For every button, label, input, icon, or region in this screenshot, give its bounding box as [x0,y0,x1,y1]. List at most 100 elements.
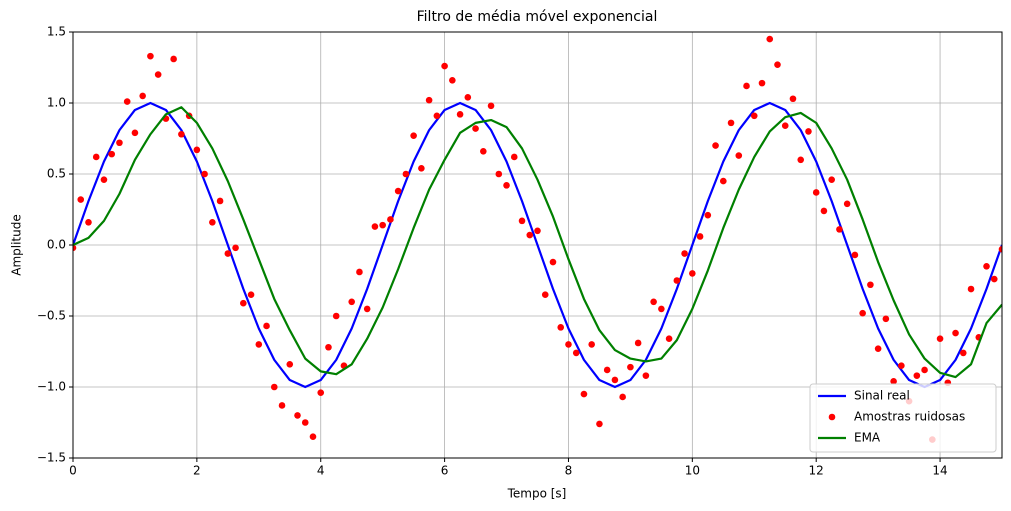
sample-point [294,412,301,419]
sample-point [921,366,928,374]
sample-point [402,170,410,178]
sample-point [278,402,286,409]
sample-point [301,419,309,426]
sample-point [387,216,394,223]
sample-point [859,309,866,317]
sample-point [959,349,967,357]
sample-point [596,420,603,428]
sample-point [495,170,503,178]
sample-point [255,341,263,348]
sample-point [518,217,526,225]
sample-point [611,376,619,384]
sample-point [805,128,812,135]
sample-point [534,227,541,235]
sample-point [890,378,897,385]
sample-point [828,176,835,183]
sample-point [193,146,201,154]
sample-point [967,285,975,293]
sample-point [449,76,456,84]
sample-point [379,221,386,229]
plot-frame [72,31,1003,459]
series-line [73,101,1002,389]
y-tick-label: −0.5 [37,309,66,323]
sample-point [565,341,572,348]
sample-point [441,62,448,70]
sample-point [108,150,116,158]
sample-point [240,299,247,307]
y-tick-label: 0.0 [47,238,66,252]
x-tick-label: 10 [685,464,700,478]
sample-point [73,244,77,252]
sample-point [750,112,758,120]
sample-point [309,433,317,441]
sample-point [673,277,681,284]
sample-point [201,170,208,178]
sample-point [503,182,510,189]
sample-point [557,324,565,331]
sample-point [100,176,108,183]
sample-point [704,211,712,219]
sample-point [836,226,843,233]
sample-point [410,132,417,139]
sample-point [139,92,146,100]
sample-point [332,312,340,320]
sample-point [510,153,518,161]
sample-point [712,142,719,149]
sample-point [154,71,162,78]
y-tick-label: −1.5 [37,451,66,465]
sample-point [820,207,828,215]
sample-point [580,390,588,398]
y-tick-label: 1.5 [47,25,66,39]
sample-point [77,196,85,203]
sample-point [983,263,990,270]
sample-point [371,223,379,230]
sample-point [325,343,332,351]
sample-point [936,335,944,343]
sample-point [689,270,696,277]
y-tick-label: −1.0 [37,380,66,394]
sample-point [92,153,100,161]
sample-point [727,119,735,127]
sample-point [642,372,650,379]
sample-point [619,393,626,401]
sample-point [456,111,464,118]
y-tick-label: 1.0 [47,96,66,110]
sample-point [867,281,874,289]
y-tick-label: 0.5 [47,167,66,181]
sample-point [526,231,534,239]
sample-point [472,125,479,132]
sample-point [147,52,154,60]
sample-point [433,112,441,120]
sample-point [123,98,131,105]
legend-swatch [828,413,836,421]
sample-point [874,345,882,352]
sample-point [735,152,743,159]
sample-point [394,187,402,195]
sample-point [603,366,611,374]
legend-label: Amostras ruidosas [854,410,965,424]
sample-point [898,362,905,370]
sample-point [425,96,433,104]
sample-point [627,363,634,371]
sample-point [286,360,294,368]
sample-point [743,82,750,90]
sample-point [418,165,425,172]
sample-point [952,329,959,337]
sample-point [913,372,921,379]
sample-point [658,305,665,313]
sample-point [480,147,487,155]
x-tick-label: 0 [69,464,77,478]
sample-point [116,139,123,147]
sample-point [572,349,580,357]
x-tick-label: 4 [317,464,325,478]
x-tick-label: 8 [565,464,573,478]
sample-point [758,79,766,87]
sample-point [363,305,371,313]
sample-point [588,341,595,348]
sample-point [216,197,224,205]
sample-point [487,102,495,110]
sample-point [232,244,239,252]
sample-point [170,55,177,63]
sample-point [247,291,255,299]
sample-point [348,298,356,306]
